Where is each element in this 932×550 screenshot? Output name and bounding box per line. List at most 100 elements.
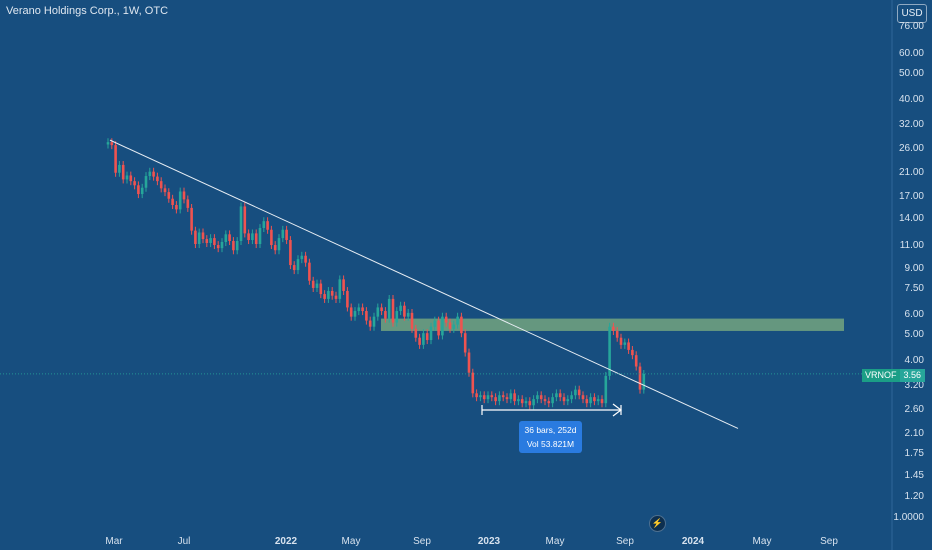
- resistance-zone: [381, 318, 844, 331]
- candle-body: [566, 399, 570, 402]
- y-tick-label: 2.60: [904, 403, 924, 415]
- y-tick-label: 1.45: [904, 469, 924, 481]
- candle-body: [536, 395, 539, 400]
- candle-body: [581, 395, 585, 400]
- candle-body: [414, 328, 418, 338]
- candle-body: [585, 399, 589, 404]
- candle-body: [175, 204, 178, 210]
- candle-body: [178, 191, 182, 210]
- candle-body: [357, 307, 361, 312]
- candle-body: [140, 187, 144, 195]
- candle-body: [266, 221, 269, 230]
- candle-body: [254, 233, 258, 244]
- candle-body: [285, 229, 288, 241]
- candle-body: [197, 232, 201, 244]
- y-tick-label: 1.75: [904, 448, 924, 460]
- candle-body: [425, 333, 429, 341]
- candle-body: [612, 326, 615, 331]
- candle-body: [243, 206, 247, 234]
- y-tick-label: 17.00: [898, 190, 924, 202]
- candle-body: [327, 290, 330, 299]
- candle-body: [311, 280, 315, 288]
- candle-body: [300, 255, 304, 260]
- candle-body: [399, 305, 402, 312]
- candle-body: [562, 397, 566, 402]
- ticker-price: 3.56: [899, 369, 926, 382]
- candle-body: [270, 229, 273, 246]
- candle-body: [228, 234, 231, 242]
- candle-body: [555, 393, 558, 398]
- candle-body: [239, 206, 243, 242]
- candle-body: [600, 399, 604, 404]
- candle-body: [429, 326, 433, 341]
- candle-body: [289, 240, 292, 266]
- candle-body: [418, 337, 421, 345]
- candle-body: [114, 145, 117, 173]
- ticker-symbol: VRNOF: [862, 369, 900, 382]
- candle-body: [456, 316, 459, 325]
- x-tick-label: 2022: [274, 536, 298, 547]
- candle-body: [520, 399, 524, 404]
- x-tick-label: Jul: [177, 536, 191, 547]
- candle-body: [186, 199, 190, 208]
- candle-body: [547, 401, 551, 404]
- lightning-logo-icon[interactable]: ⚡: [649, 515, 666, 532]
- candle-body: [471, 372, 475, 394]
- candle-body: [452, 324, 456, 329]
- candle-body: [106, 142, 110, 145]
- last-price-badge: VRNOF 3.56: [862, 369, 926, 382]
- candle-body: [376, 307, 380, 317]
- candle-body: [308, 262, 311, 281]
- candle-body: [448, 322, 452, 329]
- candle-body: [277, 238, 281, 251]
- candle-body: [182, 191, 186, 200]
- y-tick-label: 11.00: [899, 240, 924, 252]
- candle-body: [475, 393, 478, 398]
- candle-body: [513, 393, 516, 402]
- y-tick-label: 1.20: [904, 491, 924, 503]
- candle-body: [460, 316, 463, 334]
- candle-body: [125, 175, 129, 180]
- candle-body: [213, 238, 216, 246]
- candle-body: [190, 207, 193, 231]
- candle-body: [148, 171, 152, 177]
- candle-body: [433, 320, 437, 327]
- candle-body: [627, 342, 630, 350]
- candle-body: [619, 337, 623, 345]
- candle-body: [368, 320, 372, 327]
- candle-body: [596, 399, 600, 402]
- x-tick-label: Sep: [820, 536, 838, 547]
- candle-body: [118, 164, 121, 173]
- candle-body: [551, 397, 554, 404]
- candle-body: [479, 395, 482, 398]
- y-tick-label: 21.00: [898, 166, 924, 178]
- candle-body: [608, 326, 611, 376]
- candle-body: [463, 333, 467, 353]
- y-tick-label: 26.00: [898, 142, 924, 154]
- y-tick-label: 2.10: [904, 427, 924, 439]
- candle-body: [631, 349, 634, 356]
- candle-body: [262, 221, 266, 228]
- candle-body: [517, 399, 520, 402]
- candle-body: [330, 290, 334, 296]
- trendline: [109, 139, 739, 429]
- x-tick-label: Sep: [616, 536, 634, 547]
- candle-body: [133, 181, 136, 186]
- y-tick-label: 3.20: [904, 380, 924, 391]
- currency-button[interactable]: USD: [897, 4, 927, 23]
- candle-body: [444, 316, 448, 323]
- candle-body: [110, 142, 114, 146]
- candle-body: [422, 333, 425, 345]
- candle-body: [205, 239, 209, 243]
- candle-body: [593, 397, 596, 402]
- candle-body: [159, 181, 163, 189]
- candle-body: [235, 241, 239, 251]
- candle-body: [501, 395, 505, 398]
- candle-body: [577, 389, 581, 396]
- candle-body: [467, 352, 471, 373]
- candle-body: [604, 375, 608, 404]
- candle-body: [638, 366, 642, 390]
- candle-body: [251, 233, 254, 241]
